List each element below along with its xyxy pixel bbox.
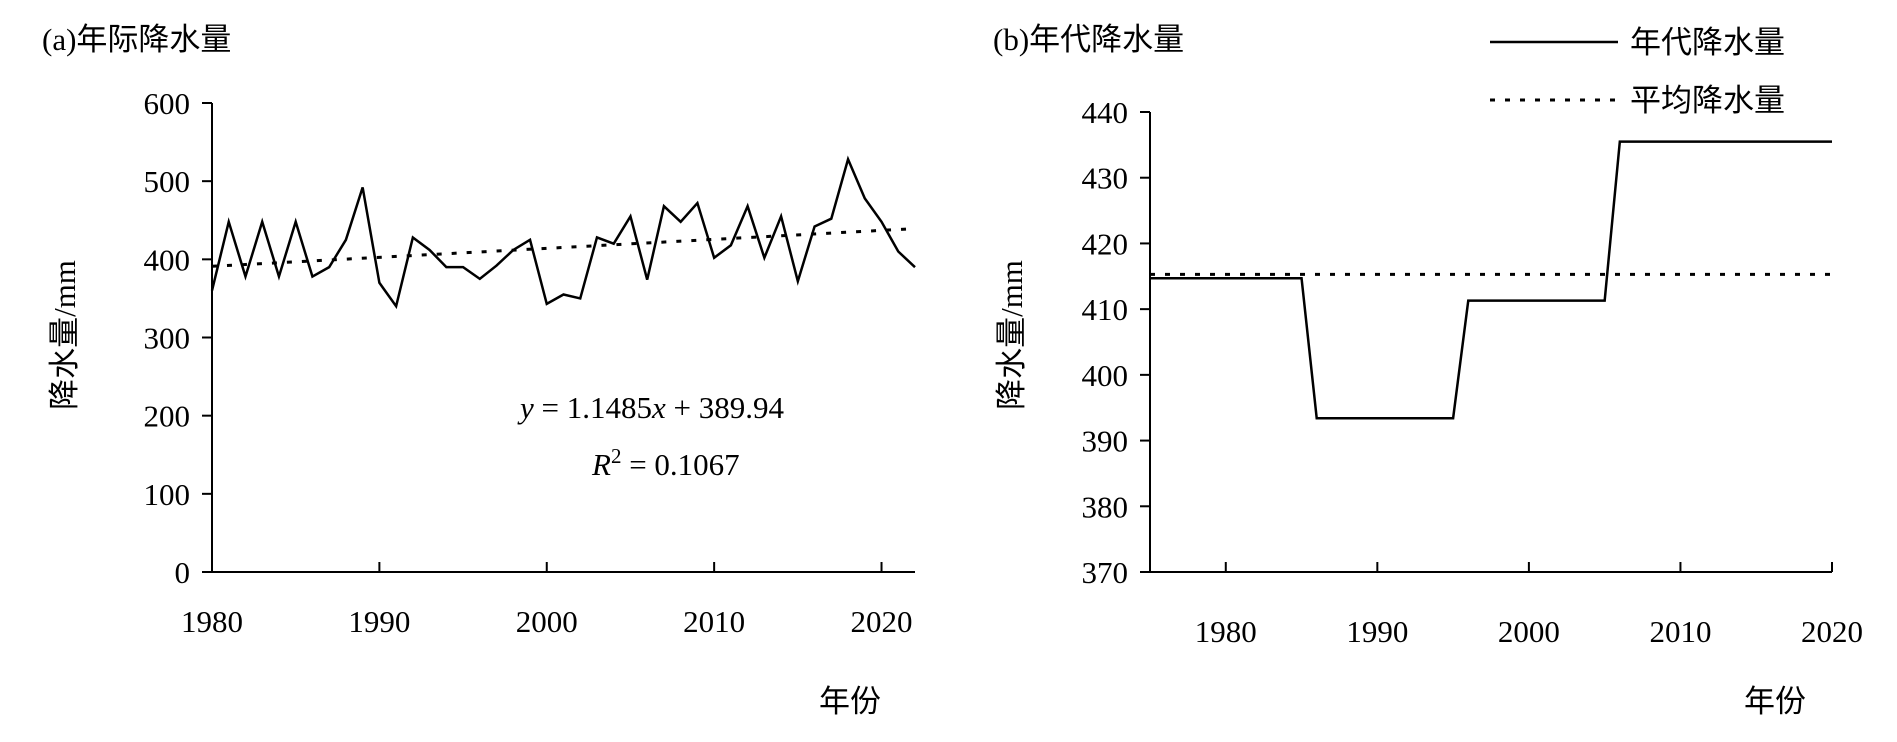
- panel-a-x-tick-label: 2010: [683, 604, 745, 639]
- legend-label-decadal: 年代降水量: [1630, 25, 1785, 60]
- panel-a-x-tick-label: 1980: [181, 604, 243, 639]
- panel-b-x-tick-label: 1980: [1195, 614, 1257, 649]
- panel-b-y-tick-label: 370: [1082, 555, 1129, 590]
- panel-b-y-tick-label: 410: [1082, 292, 1129, 327]
- r-squared-r: R: [591, 447, 611, 482]
- panel-a-y-tick-label: 300: [144, 321, 191, 356]
- panel-b-y-tick-label: 380: [1082, 489, 1129, 524]
- panel-b-y-tick-label: 430: [1082, 161, 1129, 196]
- panel-b: (b)年代降水量 降水量/mm 年份 370 380 390 400 410 420 430…: [993, 22, 1863, 719]
- panel-a-y-tick-label: 400: [144, 242, 191, 277]
- panel-a-y-tick-label: 600: [144, 86, 191, 121]
- panel-b-x-tick-label: 1990: [1346, 614, 1408, 649]
- panel-b-title: (b)年代降水量: [993, 22, 1184, 57]
- panel-b-plot-area: [1150, 140, 1832, 420]
- panel-a-series-dotted-line: [211, 227, 916, 268]
- panel-b-x-tick-label: 2000: [1498, 614, 1560, 649]
- panel-a-y-tick-label: 200: [144, 399, 191, 434]
- panel-b-y-tick-label: 390: [1082, 424, 1129, 459]
- panel-b-y-axis-label: 降水量/mm: [994, 260, 1029, 410]
- panel-b-series-solid-line: [1150, 140, 1832, 420]
- panel-b-axes: 370 380 390 400 410 420 430 440 1980 1990 2000 2010…: [1082, 95, 1864, 649]
- r-squared-sup: 2: [611, 444, 622, 468]
- panel-a-y-axis-label: 降水量/mm: [47, 260, 82, 410]
- panel-a-title: (a)年际降水量: [42, 22, 231, 57]
- panel-b-x-tick-label: 2020: [1801, 614, 1863, 649]
- panel-a-x-tick-label: 2000: [516, 604, 578, 639]
- panel-a-plot-area: [210, 155, 916, 310]
- panel-a-axes: 0 100 200 300 400 500 600 1980 1990 2000 2010 2020: [144, 86, 915, 639]
- equation-slope: = 1.1485: [534, 390, 652, 425]
- panel-a-y-tick-label: 0: [175, 555, 191, 590]
- panel-a-y-tick-label: 100: [144, 477, 191, 512]
- panel-b-x-tick-label: 2010: [1649, 614, 1711, 649]
- equation-intercept: + 389.94: [666, 390, 785, 425]
- regression-equation: y = 1.1485x + 389.94: [517, 390, 784, 425]
- equation-y: y: [517, 390, 534, 425]
- r-squared: R2 = 0.1067: [591, 444, 740, 482]
- equation-x: x: [651, 390, 666, 425]
- panel-a-series-solid-line: [210, 155, 916, 310]
- panel-a-y-tick-label: 500: [144, 164, 191, 199]
- legend-label-mean: 平均降水量: [1630, 83, 1785, 118]
- panel-a: (a)年际降水量 降水量/mm 年份 0 100 200 300 400 500 600 19…: [42, 22, 916, 719]
- panel-a-x-tick-label: 2020: [851, 604, 913, 639]
- panel-b-y-tick-label: 440: [1082, 95, 1129, 130]
- panel-a-x-axis-label: 年份: [819, 684, 881, 719]
- panel-b-x-axis-label: 年份: [1744, 684, 1806, 719]
- legend: 年代降水量 平均降水量: [1490, 25, 1785, 118]
- panel-a-x-tick-label: 1990: [348, 604, 410, 639]
- r-squared-value: = 0.1067: [621, 447, 739, 482]
- panel-b-y-tick-label: 420: [1082, 226, 1129, 261]
- panel-b-y-tick-label: 400: [1082, 358, 1129, 393]
